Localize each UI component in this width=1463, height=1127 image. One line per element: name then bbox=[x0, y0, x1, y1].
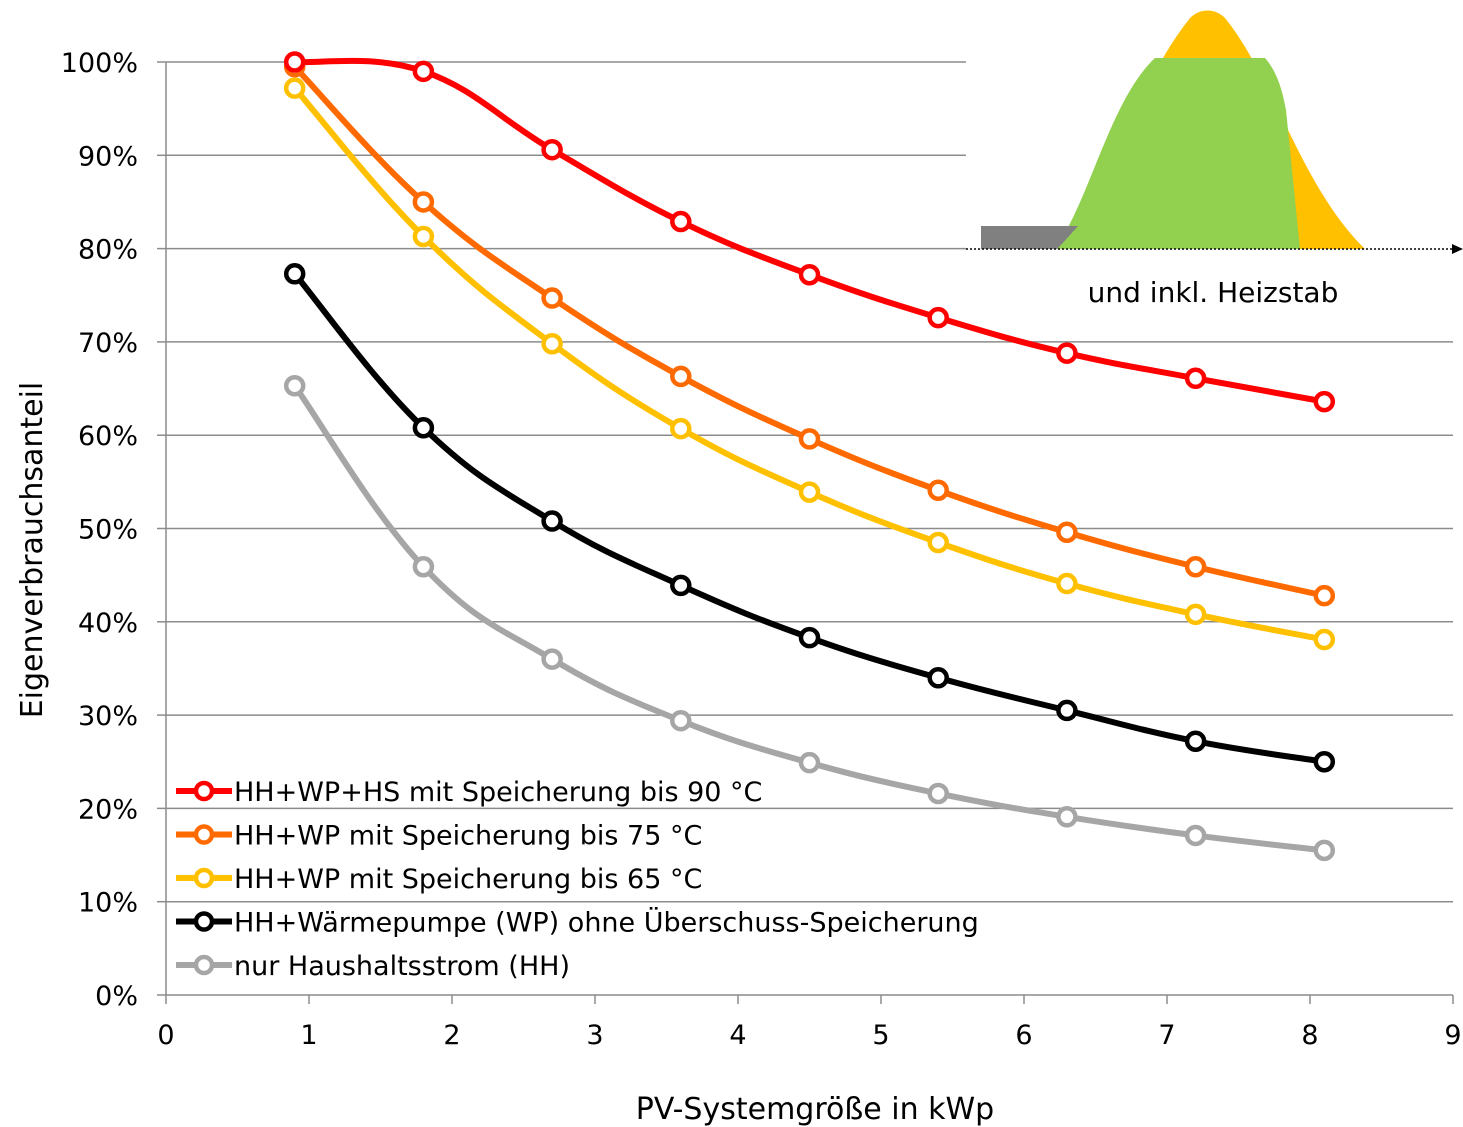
data-point bbox=[1313, 584, 1336, 607]
legend: HH+WP+HS mit Speicherung bis 90 °C HH+WP … bbox=[176, 777, 979, 982]
data-point bbox=[927, 479, 949, 501]
data-point bbox=[541, 648, 563, 670]
data-point bbox=[1056, 699, 1078, 722]
inset-caption: und inkl. Heizstab bbox=[1088, 276, 1339, 309]
legend-label: HH+WP+HS mit Speicherung bis 90 °C bbox=[234, 777, 762, 808]
legend-swatch-marker bbox=[193, 824, 215, 845]
data-point bbox=[670, 210, 692, 233]
data-point bbox=[1184, 730, 1207, 752]
y-tick-label: 70% bbox=[78, 328, 138, 359]
data-point bbox=[1056, 806, 1078, 828]
inset-time-axis-arrow bbox=[1452, 244, 1463, 254]
legend-entry: HH+WP mit Speicherung bis 65 °C bbox=[176, 864, 702, 895]
series-line bbox=[292, 86, 1325, 643]
y-tick-label: 30% bbox=[78, 701, 138, 732]
series-3 bbox=[283, 263, 1336, 773]
y-tick-label: 100% bbox=[61, 48, 138, 79]
data-point bbox=[412, 416, 435, 439]
y-tick-label: 80% bbox=[78, 235, 138, 266]
data-point bbox=[798, 751, 821, 774]
y-axis-title: Eigenverbrauchsanteil bbox=[15, 382, 50, 719]
series-2 bbox=[283, 77, 1336, 651]
x-tick-label: 4 bbox=[729, 1020, 746, 1051]
series-lines bbox=[283, 51, 1336, 862]
x-tick-label: 3 bbox=[586, 1020, 603, 1051]
data-point bbox=[541, 333, 563, 355]
legend-swatch-marker bbox=[193, 911, 215, 932]
data-point bbox=[1056, 342, 1078, 364]
data-point bbox=[927, 531, 949, 554]
y-tick-label: 90% bbox=[78, 141, 138, 172]
data-point bbox=[283, 77, 306, 99]
legend-entry: HH+Wärmepumpe (WP) ohne Überschuss-Speic… bbox=[176, 907, 979, 939]
data-point bbox=[1313, 390, 1336, 413]
series-line bbox=[292, 271, 1325, 765]
data-point bbox=[798, 626, 821, 649]
series-0 bbox=[283, 51, 1336, 413]
x-tick-label: 0 bbox=[157, 1020, 174, 1051]
y-tick-label: 0% bbox=[95, 981, 138, 1012]
x-tick-label: 2 bbox=[443, 1020, 460, 1051]
data-point bbox=[927, 667, 949, 689]
axes: 0% 10% 20% 30% 40% 50% 60% 70% 80% 90% 100% 0 1 2 3 4 5 6… bbox=[61, 48, 1462, 1051]
data-point bbox=[1184, 367, 1207, 390]
data-point bbox=[1313, 628, 1336, 651]
data-point bbox=[798, 428, 821, 450]
data-point bbox=[927, 306, 949, 329]
x-tick-label: 1 bbox=[300, 1020, 317, 1051]
legend-swatch-marker bbox=[193, 954, 215, 976]
x-axis-title: PV-Systemgröße in kWp bbox=[636, 1092, 994, 1127]
y-tick-label: 50% bbox=[78, 515, 138, 546]
data-point bbox=[541, 287, 563, 309]
x-tick-label: 7 bbox=[1158, 1020, 1175, 1051]
legend-label: nur Haushaltsstrom (HH) bbox=[234, 951, 570, 982]
legend-entry: nur Haushaltsstrom (HH) bbox=[176, 951, 570, 982]
data-point bbox=[1056, 572, 1078, 595]
data-point bbox=[1313, 839, 1336, 862]
y-tick-label: 60% bbox=[78, 421, 138, 452]
data-point bbox=[1313, 751, 1336, 773]
data-point bbox=[670, 574, 692, 597]
data-point bbox=[670, 709, 692, 732]
legend-entry: HH+WP+HS mit Speicherung bis 90 °C bbox=[176, 777, 762, 808]
data-point bbox=[412, 60, 435, 83]
data-point bbox=[670, 365, 692, 388]
data-point bbox=[541, 510, 563, 532]
inset-pv-profile-illustration: und inkl. Heizstab bbox=[966, 0, 1463, 318]
y-tick-label: 10% bbox=[78, 888, 138, 919]
data-point bbox=[412, 556, 435, 578]
data-point bbox=[1184, 824, 1207, 847]
data-point bbox=[798, 481, 821, 503]
inset-base-load-area bbox=[981, 226, 1078, 249]
data-point bbox=[412, 191, 435, 213]
data-point bbox=[927, 782, 949, 805]
x-tick-label: 8 bbox=[1301, 1020, 1318, 1051]
data-point bbox=[798, 263, 821, 286]
legend-swatch-marker bbox=[193, 780, 215, 802]
data-point bbox=[1184, 603, 1207, 626]
data-point bbox=[541, 138, 563, 161]
x-tick-label: 5 bbox=[872, 1020, 889, 1051]
data-point bbox=[283, 51, 306, 73]
data-point bbox=[412, 225, 435, 248]
data-point bbox=[283, 263, 306, 285]
legend-label: HH+WP mit Speicherung bis 65 °C bbox=[234, 864, 702, 895]
data-point bbox=[670, 417, 692, 440]
legend-entry: HH+WP mit Speicherung bis 75 °C bbox=[176, 821, 702, 852]
data-point bbox=[1056, 521, 1078, 543]
y-tick-label: 20% bbox=[78, 794, 138, 825]
legend-label: HH+WP mit Speicherung bis 75 °C bbox=[234, 821, 702, 852]
series-4 bbox=[283, 375, 1336, 862]
legend-label: HH+Wärmepumpe (WP) ohne Überschuss-Speic… bbox=[234, 907, 979, 939]
x-tick-label: 6 bbox=[1015, 1020, 1032, 1051]
data-point bbox=[283, 375, 306, 397]
x-tick-label: 9 bbox=[1444, 1020, 1461, 1051]
inset-self-consumption-area bbox=[1055, 58, 1300, 249]
y-tick-label: 40% bbox=[78, 608, 138, 639]
data-point bbox=[1184, 556, 1207, 578]
series-line bbox=[292, 64, 1325, 599]
legend-swatch-marker bbox=[193, 867, 215, 889]
series-line bbox=[292, 384, 1325, 854]
